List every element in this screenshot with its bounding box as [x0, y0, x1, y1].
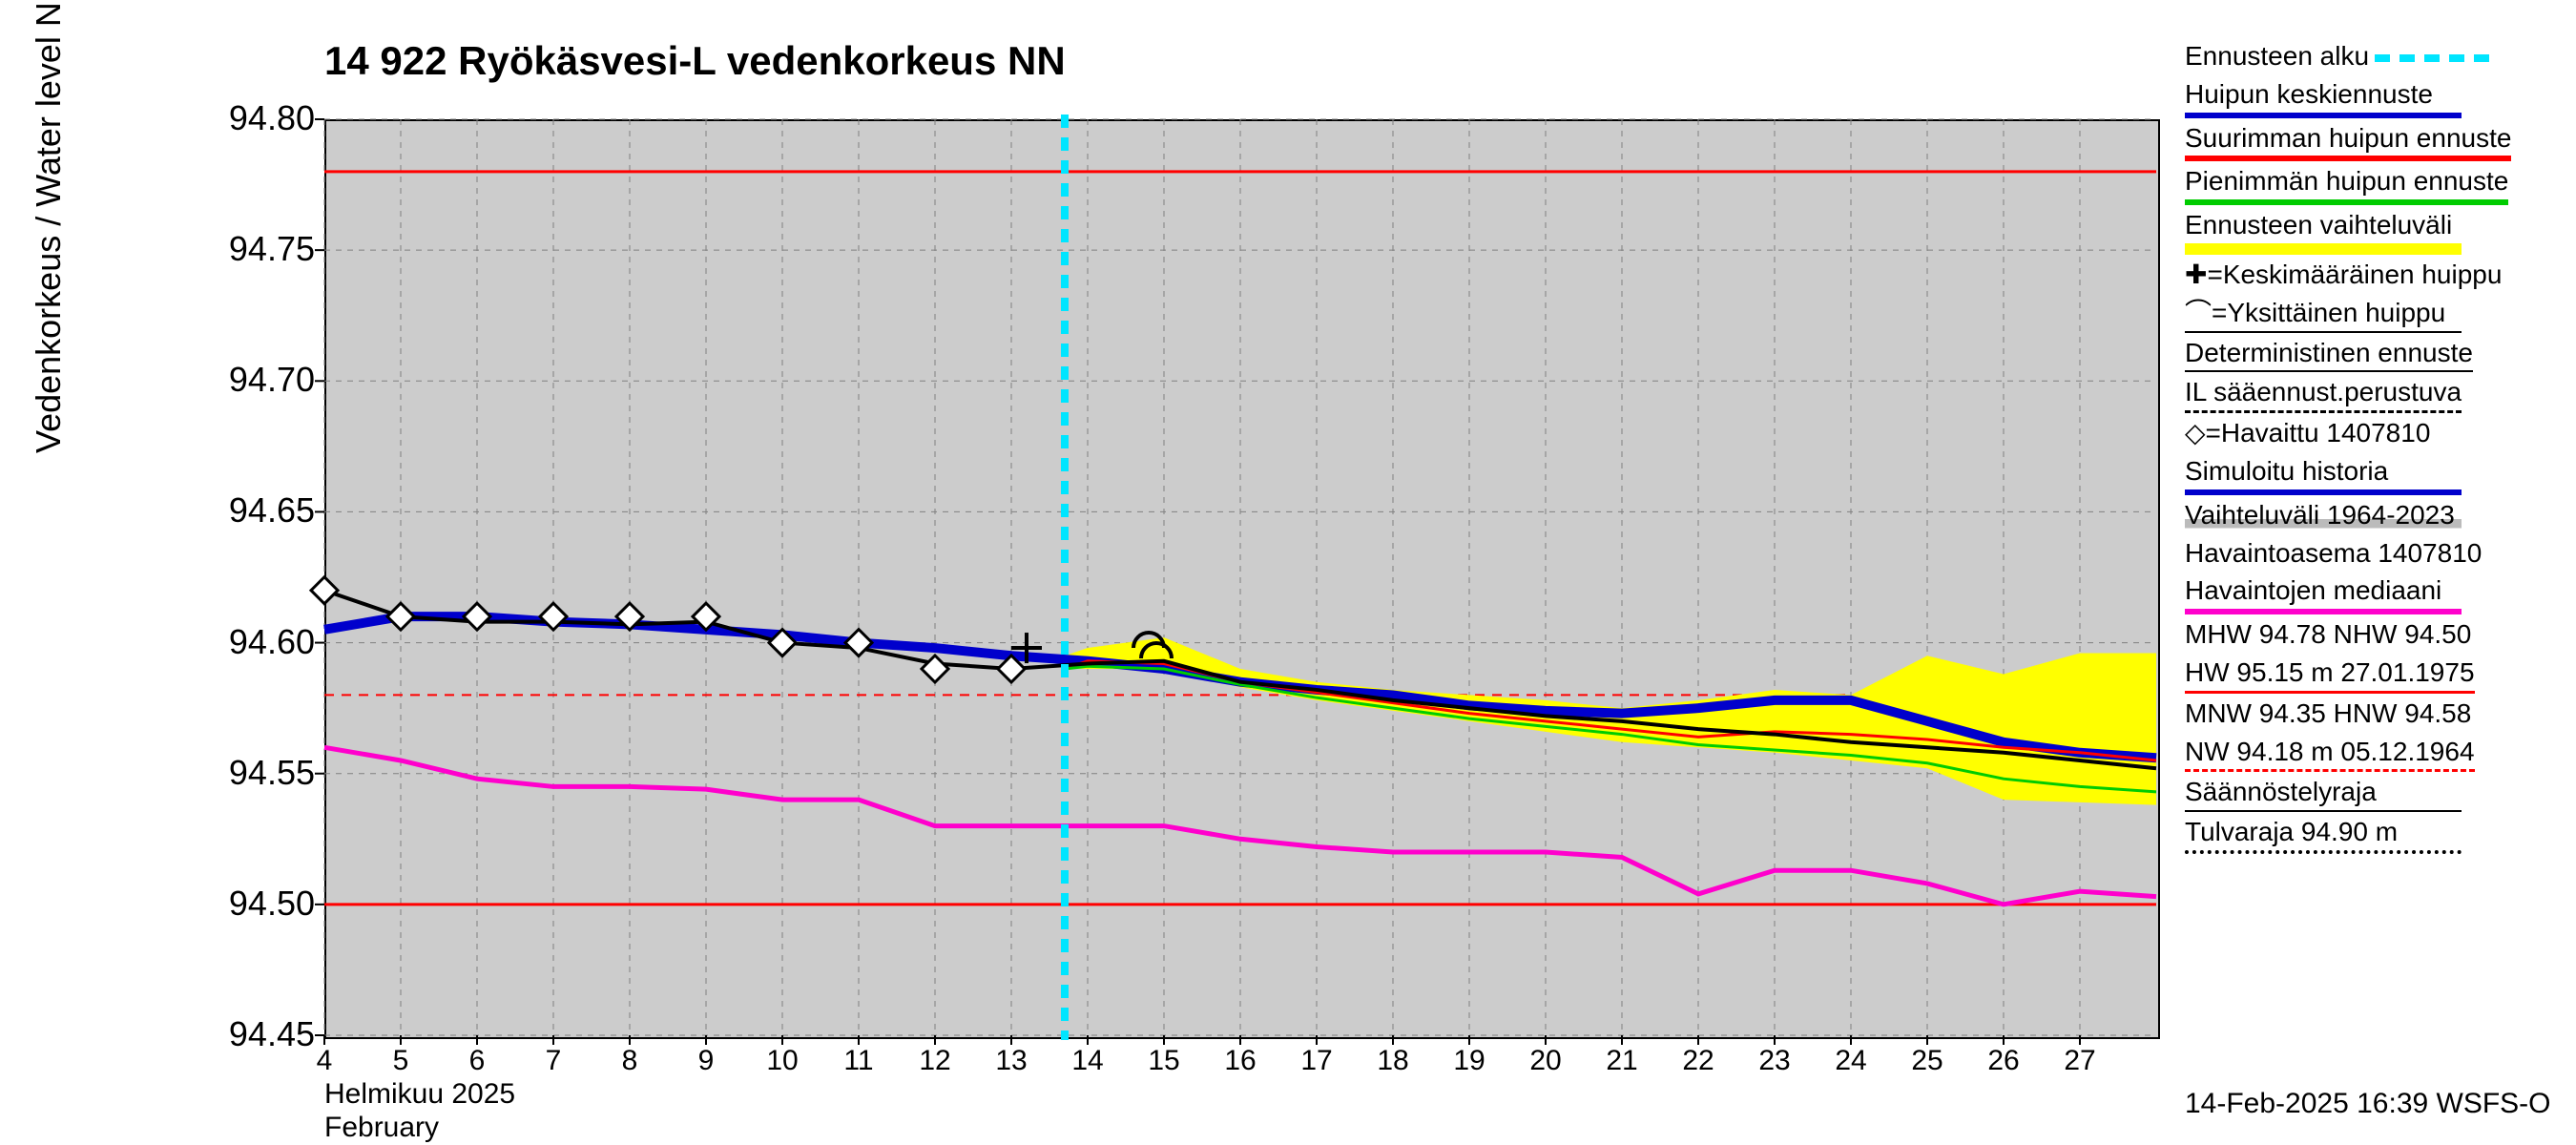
legend-item: IL sääennust.perustuva — [2185, 374, 2566, 413]
x-tick-label: 10 — [763, 1045, 801, 1077]
legend: Ennusteen alkuHuipun keskiennusteSuurimm… — [2185, 38, 2566, 856]
chart-svg — [10, 10, 2566, 1135]
y-tick-label: 94.65 — [200, 490, 315, 531]
x-tick-label: 25 — [1908, 1045, 1946, 1077]
legend-item: Simuloitu historia — [2185, 453, 2566, 495]
x-tick-label: 8 — [611, 1045, 649, 1077]
legend-item: Havaintojen mediaani — [2185, 572, 2566, 614]
x-tick-label: 9 — [687, 1045, 725, 1077]
legend-item: Säännöstelyraja — [2185, 774, 2566, 812]
legend-item: Suurimman huipun ennuste — [2185, 120, 2566, 162]
x-tick-label: 7 — [534, 1045, 572, 1077]
legend-item: Pienimmän huipun ennuste — [2185, 163, 2566, 205]
x-tick-label: 19 — [1450, 1045, 1488, 1077]
legend-item: Havaintoasema 1407810 — [2185, 535, 2566, 572]
legend-item: MNW 94.35 HNW 94.58 — [2185, 696, 2566, 732]
legend-item: Ennusteen vaihteluväli — [2185, 207, 2566, 255]
x-tick-label: 13 — [992, 1045, 1030, 1077]
x-tick-label: 5 — [382, 1045, 420, 1077]
x-tick-label: 12 — [916, 1045, 954, 1077]
legend-item: Huipun keskiennuste — [2185, 76, 2566, 118]
legend-item: ◇=Havaittu 1407810 — [2185, 415, 2566, 451]
legend-item: HW 95.15 m 27.01.1975 — [2185, 655, 2566, 694]
legend-item: Tulvaraja 94.90 m — [2185, 814, 2566, 854]
legend-item: Vaihteluväli 1964-2023 — [2185, 497, 2566, 533]
chart-container: 14 922 Ryökäsvesi-L vedenkorkeus NN Vede… — [10, 10, 2566, 1135]
y-tick-label: 94.60 — [200, 622, 315, 662]
legend-item: ✚=Keskimääräinen huippu — [2185, 257, 2566, 293]
legend-item: NW 94.18 m 05.12.1964 — [2185, 734, 2566, 773]
y-tick-label: 94.50 — [200, 884, 315, 924]
x-tick-label: 11 — [840, 1045, 878, 1077]
footer-timestamp: 14-Feb-2025 16:39 WSFS-O — [2185, 1088, 2551, 1120]
y-tick-label: 94.55 — [200, 753, 315, 793]
y-tick-label: 94.75 — [200, 229, 315, 269]
x-tick-label: 21 — [1603, 1045, 1641, 1077]
y-tick-label: 94.80 — [200, 98, 315, 138]
x-axis-month-fi: Helmikuu 2025 — [324, 1078, 515, 1111]
x-tick-label: 14 — [1069, 1045, 1107, 1077]
x-tick-label: 17 — [1298, 1045, 1336, 1077]
x-tick-label: 24 — [1832, 1045, 1870, 1077]
x-tick-label: 26 — [1984, 1045, 2023, 1077]
x-tick-label: 27 — [2061, 1045, 2099, 1077]
x-tick-label: 18 — [1374, 1045, 1412, 1077]
x-tick-label: 23 — [1755, 1045, 1794, 1077]
y-tick-label: 94.70 — [200, 360, 315, 400]
legend-item: MHW 94.78 NHW 94.50 — [2185, 616, 2566, 653]
x-axis-month-en: February — [324, 1112, 439, 1144]
x-tick-label: 20 — [1527, 1045, 1565, 1077]
x-tick-label: 16 — [1221, 1045, 1259, 1077]
legend-item: ⌒=Yksittäinen huippu — [2185, 295, 2566, 333]
x-tick-label: 4 — [305, 1045, 343, 1077]
x-tick-label: 6 — [458, 1045, 496, 1077]
y-tick-label: 94.45 — [200, 1014, 315, 1054]
x-tick-label: 22 — [1679, 1045, 1717, 1077]
legend-item: Ennusteen alku — [2185, 38, 2566, 74]
x-tick-label: 15 — [1145, 1045, 1183, 1077]
legend-item: Deterministinen ennuste — [2185, 335, 2566, 373]
